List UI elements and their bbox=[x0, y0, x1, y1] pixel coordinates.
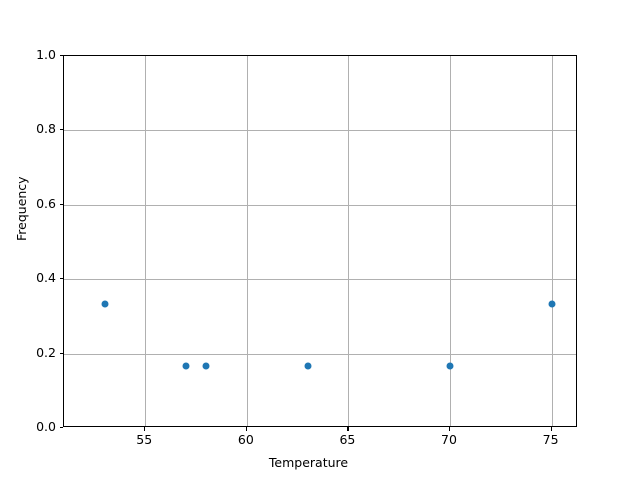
x-tick-mark bbox=[449, 427, 451, 431]
scatter-point bbox=[182, 362, 190, 370]
plot-area bbox=[64, 56, 576, 426]
gridline-vertical bbox=[551, 56, 553, 426]
x-tick-label: 60 bbox=[237, 432, 254, 447]
x-tick-label: 65 bbox=[339, 432, 356, 447]
y-tick-label: 0.2 bbox=[36, 344, 56, 360]
scatter-point bbox=[101, 300, 109, 308]
y-tick-mark bbox=[59, 352, 63, 354]
x-axis-label-text: Temperature bbox=[268, 455, 349, 470]
y-tick-label: 0.6 bbox=[36, 195, 56, 211]
y-tick-mark bbox=[59, 55, 63, 57]
x-tick-label: 70 bbox=[441, 432, 457, 447]
y-tick-mark bbox=[59, 129, 63, 131]
y-tick-mark bbox=[59, 427, 63, 429]
gridline-vertical bbox=[348, 56, 350, 426]
y-tick-mark bbox=[59, 203, 63, 205]
scatter-point bbox=[202, 362, 210, 370]
gridline-vertical bbox=[450, 56, 451, 426]
x-tick-mark bbox=[550, 427, 552, 431]
y-axis-label: Frequency bbox=[14, 176, 29, 241]
scatter-point bbox=[548, 300, 556, 308]
gridline-horizontal bbox=[64, 279, 576, 281]
gridline-horizontal bbox=[64, 353, 576, 355]
gridline-vertical bbox=[246, 56, 248, 426]
y-tick-label: 0.0 bbox=[36, 418, 56, 434]
gridline-vertical bbox=[145, 56, 147, 426]
x-tick-mark bbox=[347, 427, 349, 431]
scatter-point bbox=[446, 362, 454, 370]
plot-axes bbox=[63, 55, 577, 427]
x-tick-label: 75 bbox=[542, 432, 559, 447]
y-tick-label: 1.0 bbox=[36, 46, 56, 62]
y-tick-label: 0.4 bbox=[36, 269, 56, 285]
x-tick-mark bbox=[245, 427, 247, 431]
y-tick-mark bbox=[59, 278, 63, 280]
scatter-point bbox=[304, 362, 312, 370]
y-tick-label: 0.8 bbox=[36, 121, 56, 137]
gridline-horizontal bbox=[64, 204, 576, 206]
x-tick-mark bbox=[144, 427, 146, 431]
x-tick-label: 55 bbox=[136, 432, 153, 447]
gridline-horizontal bbox=[64, 130, 576, 132]
x-axis-label: Temperature bbox=[0, 455, 640, 470]
